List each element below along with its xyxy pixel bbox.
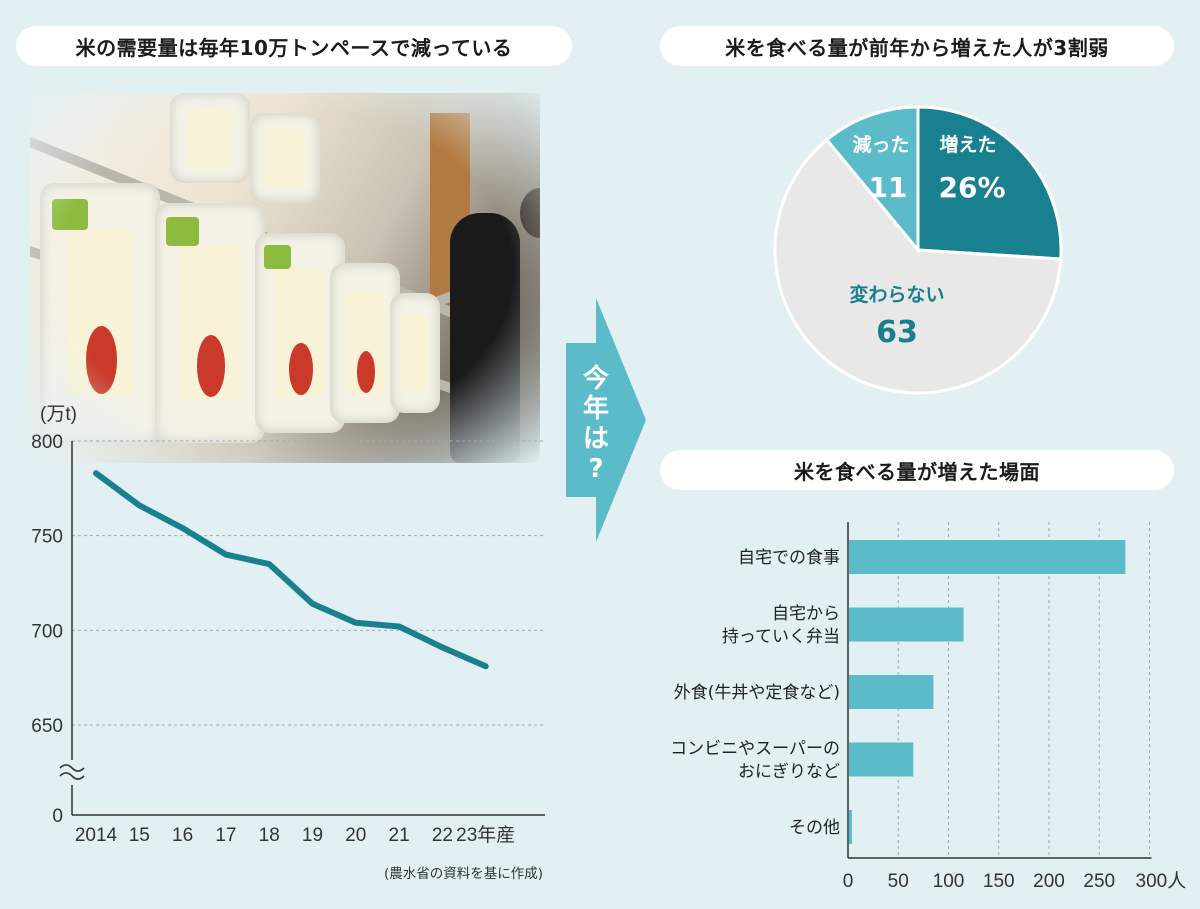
line-y-tick-label: 750 xyxy=(31,527,63,548)
line-y-tick-label: 650 xyxy=(31,716,63,737)
bar-category-label: 持っていく弁当 xyxy=(722,627,840,647)
line-x-tick-label: 2014 xyxy=(75,825,118,846)
line-y-tick-label: 800 xyxy=(31,432,63,453)
pie-slice-label: 増えた xyxy=(939,133,996,156)
line-x-tick-label: 17 xyxy=(215,825,236,846)
pie-slice-value: 63 xyxy=(876,315,918,350)
line-x-tick-label: 19 xyxy=(302,825,323,846)
axis-break-icon xyxy=(59,764,85,780)
bar-x-tick-label: 50 xyxy=(888,871,909,892)
y-axis-unit-label: (万t) xyxy=(40,404,77,425)
rice-shelf-photo xyxy=(30,93,540,463)
line-chart-title: 米の需要量は毎年10万トンペースで減っている xyxy=(16,26,572,66)
line-x-tick-label: 15 xyxy=(129,825,150,846)
arrow-text-char: は xyxy=(583,424,609,454)
bar-x-tick-label: 100 xyxy=(933,871,965,892)
pie-slice-label: 変わらない xyxy=(849,283,944,306)
source-note: (農水省の資料を基に作成) xyxy=(384,865,543,882)
line-x-tick-label: 21 xyxy=(389,825,410,846)
bar xyxy=(849,742,914,777)
bar xyxy=(849,540,1126,574)
bar-x-tick-label: 250 xyxy=(1083,871,1115,892)
bar-x-tick-label: 0 xyxy=(843,871,854,892)
bar-chart-title: 米を食べる量が増えた場面 xyxy=(660,450,1174,490)
pie-slice xyxy=(773,137,1063,395)
pie-slice-value: 11 xyxy=(869,171,908,204)
bar-x-tick-label: 300人 xyxy=(1136,870,1187,892)
bar-category-label: 自宅での食事 xyxy=(738,548,840,568)
line-x-tick-label: 22 xyxy=(432,825,453,846)
bar-category-label: その他 xyxy=(789,818,840,838)
pie-chart-title: 米を食べる量が前年から増えた人が3割弱 xyxy=(660,26,1174,66)
bar-category-label: コンビニやスーパーの xyxy=(670,739,840,759)
pie-slice xyxy=(824,105,920,255)
line-x-tick-label: 23年産 xyxy=(456,824,515,846)
line-x-tick-label: 16 xyxy=(172,825,193,846)
bar-category-label: 自宅から xyxy=(772,604,840,624)
arrow-text-char: 今 xyxy=(583,363,609,394)
line-x-tick-label: 18 xyxy=(259,825,280,846)
line-y-tick-label: 700 xyxy=(31,621,63,642)
arrow-text-char: ? xyxy=(588,454,603,484)
pie-slice-value: 26% xyxy=(938,171,1005,204)
bar-category-label: 外食(牛丼や定食など) xyxy=(674,683,840,703)
pie-slice xyxy=(916,105,1063,261)
bar xyxy=(849,810,853,844)
bar-x-tick-label: 200 xyxy=(1033,871,1065,892)
arrow-text-char: 年 xyxy=(583,393,609,424)
bar-x-tick-label: 150 xyxy=(983,871,1015,892)
arrow-shape xyxy=(566,298,646,542)
line-y-tick-label: 0 xyxy=(52,806,63,827)
bar xyxy=(849,675,934,709)
pie-slice-label: 減った xyxy=(852,133,909,156)
bar-category-label: おにぎりなど xyxy=(738,762,840,782)
bar xyxy=(849,607,964,642)
demand-line-series xyxy=(93,470,489,670)
line-x-tick-label: 20 xyxy=(345,825,366,846)
